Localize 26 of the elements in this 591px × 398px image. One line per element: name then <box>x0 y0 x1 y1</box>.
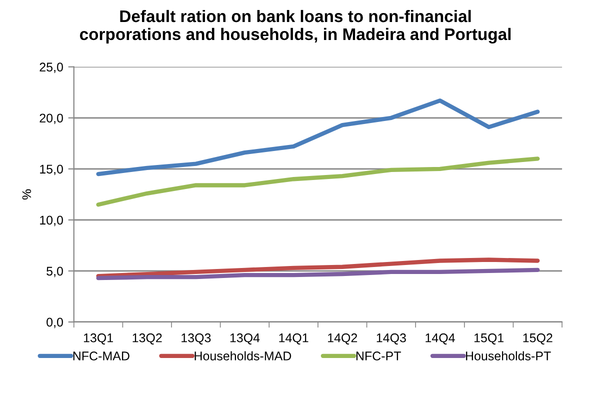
legend-label: NFC-PT <box>356 352 401 360</box>
x-tick-label: 14Q2 <box>328 333 358 345</box>
x-tick-label: 14Q4 <box>426 333 455 345</box>
x-tick-label: 13Q3 <box>182 333 211 345</box>
x-tick-label: 14Q3 <box>376 333 406 345</box>
y-tick-label: 10,0 <box>40 216 63 226</box>
y-tick-label: 25,0 <box>40 62 63 73</box>
x-tick-label: 15Q1 <box>474 333 504 345</box>
chart-title: Default ration on bank loans to non-financial corporations and households, in Madeira and Portugal <box>80 10 511 44</box>
x-tick-label: 15Q2 <box>523 333 552 345</box>
y-tick-label: 5,0 <box>46 266 63 278</box>
line-series <box>96 268 540 280</box>
y-tick-label: 0,0 <box>46 318 63 328</box>
y-tick-label: 15,0 <box>40 164 63 176</box>
line-series <box>96 258 540 278</box>
x-tick-label: 13Q1 <box>84 333 113 345</box>
x-tick-label: 13Q2 <box>132 333 162 345</box>
legend-label: Households-MAD <box>194 351 292 360</box>
legend-label: NFC-MAD <box>73 352 130 360</box>
line-series <box>96 156 540 207</box>
y-axis-title: % <box>22 189 32 200</box>
x-tick-label: 13Q4 <box>230 333 260 345</box>
legend-label: Households-PT <box>466 351 551 360</box>
y-tick-label: 20,0 <box>40 114 63 124</box>
line-series <box>96 98 540 176</box>
x-tick-label: 14Q1 <box>279 333 308 345</box>
